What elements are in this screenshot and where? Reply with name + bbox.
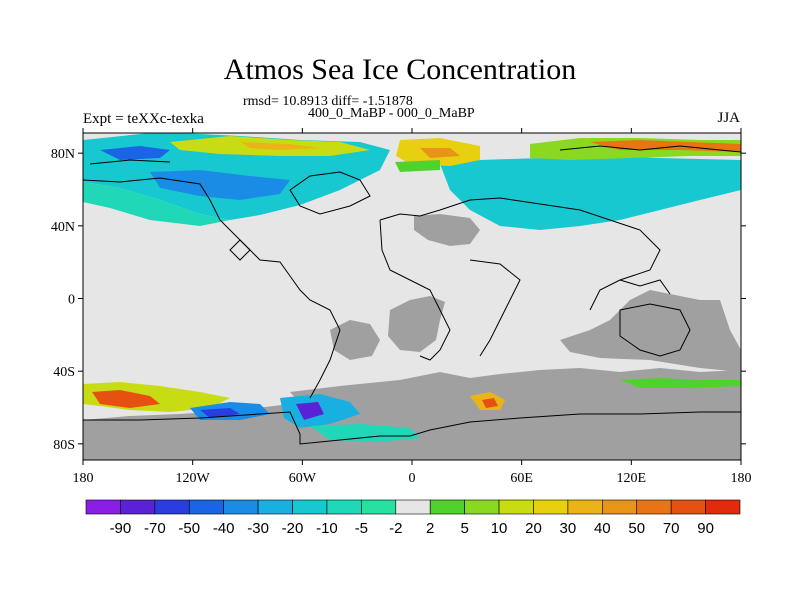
colorbar-swatch — [670, 499, 706, 515]
antarctic-decrease-west-core — [200, 408, 240, 418]
lat-tick-label: 40S — [53, 365, 75, 380]
lat-tick-label: 80S — [53, 438, 75, 453]
colorbar-label: -70 — [144, 520, 166, 537]
arctic-mild-decrease — [83, 182, 230, 226]
arctic-increase-green — [395, 160, 440, 172]
colorbar-swatch — [326, 499, 362, 515]
colorbar-swatch — [361, 499, 397, 515]
lon-tick-label: 180 — [73, 471, 94, 486]
arctic-increase-west-core — [240, 142, 320, 150]
chart-title: Atmos Sea Ice Concentration — [223, 53, 577, 86]
south-atlantic-patch — [330, 320, 380, 360]
colorbar-label: 5 — [460, 520, 468, 537]
colorbar-swatch — [120, 499, 156, 515]
colorbar-label: 70 — [663, 520, 680, 537]
colorbar-label: -50 — [178, 520, 200, 537]
comparison-label: 400_0_MaBP - 000_0_MaBP — [308, 106, 475, 121]
colorbar-swatch — [602, 499, 638, 515]
southern-ocean-land — [290, 368, 741, 414]
colorbar-swatch — [188, 499, 224, 515]
colorbar-label: -30 — [247, 520, 269, 537]
experiment-label: Expt = teXXc-texka — [83, 111, 204, 127]
antarctic-increase-core — [92, 390, 160, 408]
colorbar-swatch — [223, 499, 259, 515]
antarctic-decrease-central-core — [296, 402, 324, 420]
lat-tick-label: 80N — [51, 147, 75, 162]
antarctic-decrease-ross — [310, 424, 420, 442]
lat-tick-label: 0 — [68, 293, 75, 308]
colorbar-label: -2 — [389, 520, 402, 537]
colorbar-swatch — [292, 499, 328, 515]
north-atlantic-land — [414, 214, 480, 246]
colorbar-swatch — [395, 499, 431, 515]
south-atlantic-land — [388, 296, 445, 352]
antarctica-land — [83, 382, 741, 460]
coastlines — [83, 145, 741, 445]
colorbar-label: -40 — [213, 520, 235, 537]
arctic-strong-decrease — [150, 170, 290, 200]
colorbar-label: -10 — [316, 520, 338, 537]
colorbar-swatch — [85, 499, 121, 515]
lon-tick-label: 120W — [176, 471, 211, 486]
colorbar-label: -90 — [110, 520, 132, 537]
colorbar-label: 40 — [594, 520, 611, 537]
colorbar-swatch — [567, 499, 603, 515]
lon-tick-label: 0 — [409, 471, 416, 486]
colorbar-swatch — [705, 499, 741, 515]
lon-tick-label: 120E — [617, 471, 647, 486]
lat-tick-label: 40N — [51, 220, 75, 235]
indian-ocean-land — [560, 290, 741, 372]
colorbar-swatch — [498, 499, 534, 515]
lon-tick-label: 60E — [510, 471, 533, 486]
colorbar-label: -5 — [355, 520, 368, 537]
colorbar-swatch — [154, 499, 190, 515]
colorbar-label: 90 — [697, 520, 714, 537]
colorbar-swatch — [533, 499, 569, 515]
colorbar-label: 30 — [560, 520, 577, 537]
latitude-axis: 80N 40N 0 40S 80S — [51, 147, 746, 453]
arctic-decrease-band-east — [440, 156, 741, 230]
colorbar: -90 -70 -50 -40 -30 -20 -10 -5 -2 2 5 10 20 30 40 50 70 9… — [85, 499, 741, 537]
antarctic-green-east — [620, 378, 741, 388]
colorbar-label: 2 — [426, 520, 434, 537]
colorbar-swatch — [464, 499, 500, 515]
colorbar-swatch — [636, 499, 672, 515]
arctic-ring-decrease — [100, 146, 170, 160]
arctic-increase-central-core — [420, 148, 460, 158]
colorbar-label: -20 — [282, 520, 304, 537]
colorbar-label: 20 — [525, 520, 542, 537]
rmsd-diff-stats: rmsd= 10.8913 diff= -1.51878 — [243, 94, 413, 109]
season-label: JJA — [717, 110, 740, 126]
colorbar-label: 10 — [491, 520, 508, 537]
antarctic-increase-east-core — [482, 398, 498, 408]
lon-tick-label: 180 — [731, 471, 752, 486]
colorbar-swatch — [429, 499, 465, 515]
lon-tick-label: 60W — [289, 471, 317, 486]
longitude-axis: 180 120W 60W 0 60E 120E 180 — [73, 128, 752, 486]
colorbar-label: 50 — [628, 520, 645, 537]
colorbar-swatch — [257, 499, 293, 515]
